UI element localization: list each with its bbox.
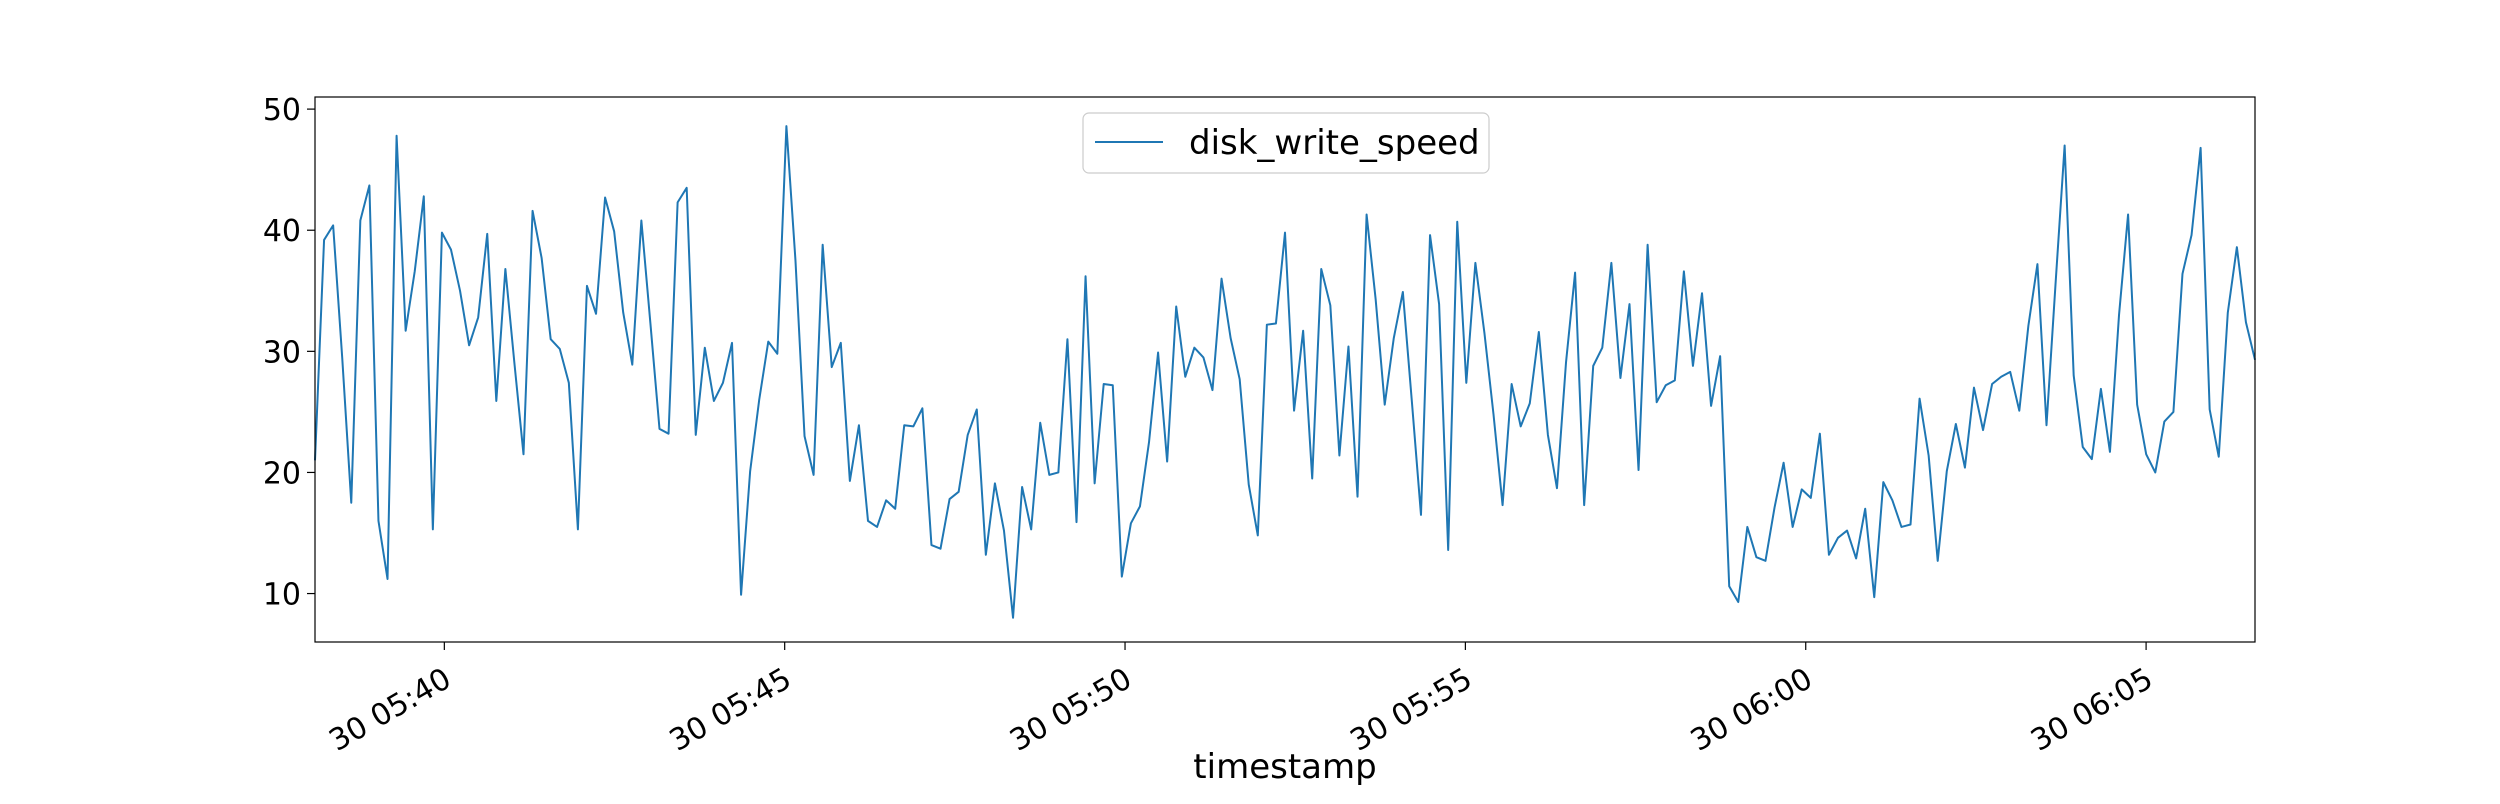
y-axis: 10 20 30 40 50 (263, 93, 315, 613)
y-tick-label: 20 (263, 456, 301, 491)
x-axis-label: timestamp (1193, 747, 1376, 787)
x-tick-label: 30 06:05 (2025, 661, 2159, 758)
y-tick-label: 10 (263, 578, 301, 613)
series-line-disk-write-speed (314, 125, 2256, 619)
legend-label-disk-write-speed: disk_write_speed (1189, 123, 1480, 163)
y-tick-label: 40 (263, 214, 301, 249)
plot-frame (314, 96, 2256, 643)
x-axis: 30 05:40 30 05:45 30 05:50 30 05:55 30 06:00… (323, 642, 2159, 759)
x-tick-label: 30 06:00 (1685, 661, 1819, 758)
legend: disk_write_speed (1082, 112, 1490, 174)
x-tick-label: 30 05:45 (664, 661, 798, 758)
x-tick-label: 30 05:55 (1344, 661, 1478, 758)
x-tick-label: 30 05:40 (323, 661, 457, 758)
legend-box (1082, 112, 1490, 174)
y-tick-label: 50 (263, 93, 301, 128)
y-tick-label: 30 (263, 335, 301, 370)
plot-area (314, 125, 2256, 619)
x-tick-label: 30 05:50 (1004, 661, 1138, 758)
